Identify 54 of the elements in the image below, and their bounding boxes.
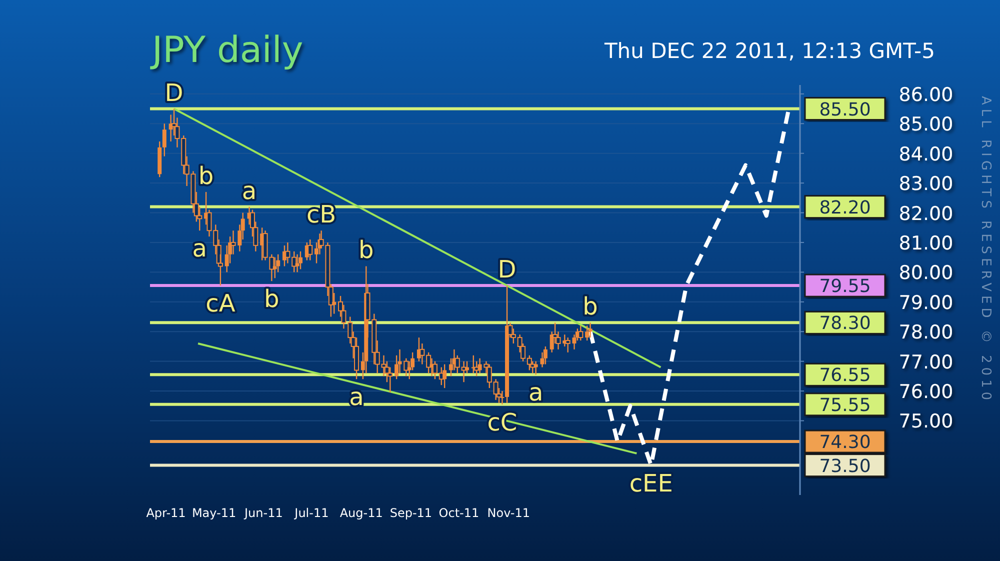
ref-line-label: 82.20	[819, 197, 871, 218]
y-tick-label: 84.00	[898, 143, 954, 166]
annotation: b	[264, 285, 280, 314]
candlestick	[500, 390, 504, 405]
x-tick-label: Jun-11	[243, 506, 283, 520]
ref-line-label: 74.30	[819, 432, 871, 454]
y-tick-label: 79.00	[898, 292, 954, 314]
y-tick-label: 76.00	[898, 381, 954, 404]
ref-line-label: 85.50	[819, 99, 871, 120]
candlestick	[442, 364, 447, 389]
x-tick-label: Oct-11	[438, 506, 480, 520]
annotation: cB	[306, 200, 336, 229]
y-tick-label: 81.00	[898, 232, 954, 254]
text: ALL RIGHTS RESERVED © 2010	[978, 96, 993, 404]
y-tick-label: 77.00	[898, 351, 954, 374]
chart-subtitle: Thu DEC 22 2011, 12:13 GMT-5	[603, 39, 935, 63]
candlestick	[543, 346, 548, 365]
candlestick	[272, 256, 277, 279]
x-tick-label: Aug-11	[340, 506, 383, 520]
candlestick	[585, 325, 590, 342]
annotation: a	[242, 176, 257, 205]
x-tick-label: Sep-11	[390, 506, 432, 520]
x-tick-label: Apr-11	[146, 506, 186, 520]
annotation: cEE	[629, 469, 673, 498]
chart-title: JPY daily	[150, 30, 304, 71]
y-tick-label: 86.00	[898, 84, 954, 106]
candlestick	[308, 238, 313, 261]
y-tick-label: 75.00	[898, 410, 954, 433]
y-tick-label: 83.00	[898, 173, 954, 196]
ref-line-label: 73.50	[819, 456, 871, 477]
annotation: a	[192, 234, 207, 263]
ref-line-label: 76.55	[819, 365, 871, 386]
ref-line-label: 79.55	[819, 276, 871, 298]
x-tick-label: Jul-11	[294, 506, 329, 520]
annotation: b	[582, 292, 598, 321]
candlestick	[464, 360, 469, 374]
y-tick-label: 78.00	[898, 322, 954, 344]
annotation: b	[358, 236, 374, 264]
y-tick-label: 85.00	[898, 114, 954, 136]
y-tick-label: 82.00	[898, 202, 954, 225]
annotation: b	[198, 162, 214, 190]
x-tick-label: Nov-11	[487, 506, 530, 520]
annotation: D	[164, 78, 184, 107]
y-tick-label: 80.00	[898, 262, 954, 284]
candlestick	[298, 250, 302, 270]
candlestick	[588, 322, 592, 338]
ref-line-label: 75.55	[819, 394, 871, 416]
candlestick	[565, 336, 570, 353]
annotation: cA	[206, 290, 236, 318]
ref-line-label: 78.30	[819, 313, 871, 334]
annotation: a	[528, 378, 544, 407]
candlestick	[162, 123, 166, 157]
x-tick-label: May-11	[192, 506, 236, 520]
annotation: D	[498, 256, 516, 284]
